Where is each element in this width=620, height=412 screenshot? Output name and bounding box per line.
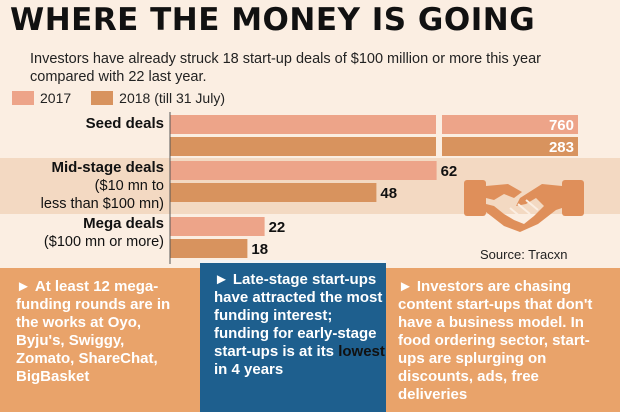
note-text: mega-funding rounds are in the works at …: [16, 278, 171, 385]
bar: [170, 239, 248, 258]
chart-title: WHERE THE MONEY IS GOING: [10, 2, 536, 38]
arrow-icon: ►: [398, 278, 413, 295]
category-label: less than $100 mn): [41, 196, 164, 212]
note-text: At least: [34, 278, 94, 295]
source-note: Source: Tracxn: [480, 247, 568, 262]
chart-subtitle: Investors have already struck 18 start-u…: [30, 51, 541, 85]
category-label: Mid-stage deals: [51, 159, 164, 176]
category-label: ($100 mn or more): [44, 234, 164, 250]
bar: [170, 161, 437, 180]
bar: [442, 115, 578, 134]
note-text: 12: [93, 278, 110, 295]
legend: 2017 2018 (till 31 July): [12, 90, 245, 106]
arrow-icon: ►: [214, 271, 229, 288]
bar: [170, 183, 377, 202]
legend-item-2017: 2017: [12, 90, 71, 106]
legend-label-2018: 2018 (till 31 July): [119, 90, 225, 106]
note-text: Investors are chasing content start-ups …: [398, 278, 593, 403]
legend-swatch-2018: [91, 91, 114, 105]
note-text: lowest: [338, 343, 385, 360]
note-text: in 4 years: [214, 361, 284, 378]
handshake-icon: [464, 180, 584, 232]
legend-swatch-2017: [12, 91, 34, 105]
data-label: 18: [251, 241, 268, 258]
bar: [170, 115, 436, 134]
data-label: 62: [441, 163, 458, 180]
data-label: 760: [549, 117, 574, 134]
note-panel-right: ► Investors are chasing content start-ups…: [398, 278, 608, 404]
bar: [170, 217, 265, 236]
data-label: 283: [549, 139, 574, 156]
note-panel-left: ► At least 12 mega-funding rounds are in …: [16, 278, 186, 386]
bar-chart: Seed deals 760 283 Mid-stage deals ($10 mn t…: [0, 112, 620, 264]
legend-item-2018: 2018 (till 31 July): [91, 90, 225, 106]
note-panel-middle: ► Late-stage start-ups have attracted the…: [200, 260, 386, 412]
legend-label-2017: 2017: [40, 90, 72, 106]
note-text: Late-stage start-ups have attracted the …: [214, 271, 383, 360]
arrow-icon: ►: [16, 278, 31, 295]
category-label: ($10 mn to: [95, 178, 164, 194]
category-label: Mega deals: [83, 215, 164, 232]
bar: [170, 137, 436, 156]
data-label: 48: [380, 185, 397, 202]
bar: [442, 137, 578, 156]
data-label: 22: [269, 219, 286, 236]
category-label: Seed deals: [86, 115, 164, 132]
